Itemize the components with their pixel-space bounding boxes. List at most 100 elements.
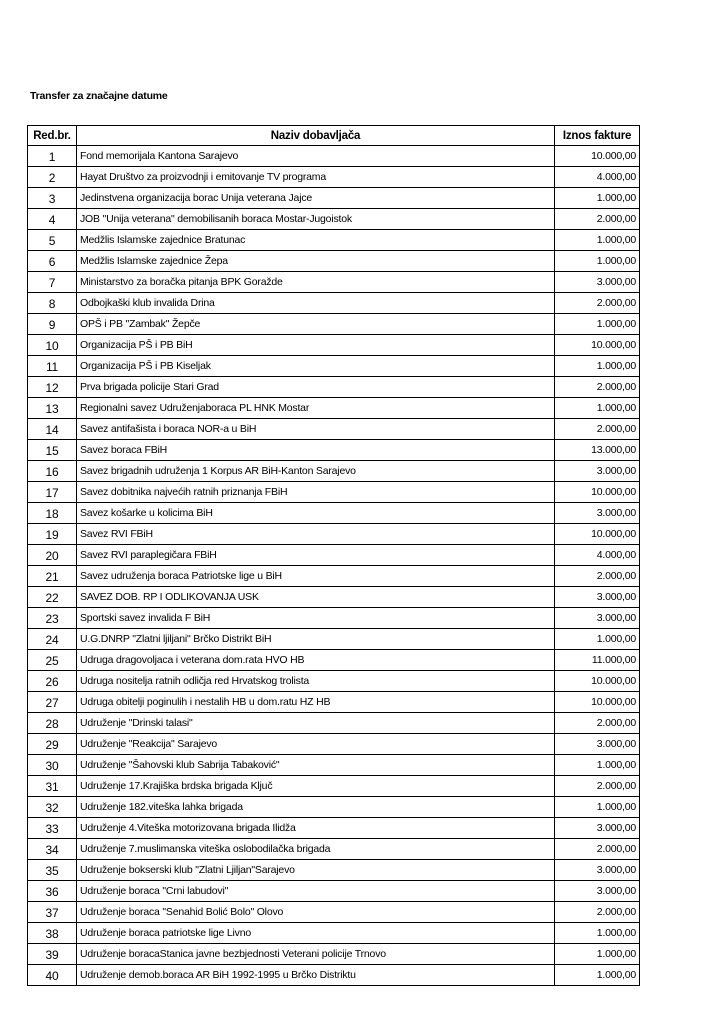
row-number: 6 [27, 250, 77, 272]
row-number: 34 [27, 838, 77, 860]
supplier-name: Udruga nositelja ratnih odličja red Hrva… [76, 670, 555, 692]
table-row: 10 Organizacija PŠ i PB BiH 10.000,00 [27, 334, 640, 356]
supplier-name: Savez RVI paraplegičara FBiH [76, 544, 555, 566]
invoice-amount: 10.000,00 [554, 670, 640, 692]
invoice-amount: 10.000,00 [554, 691, 640, 713]
supplier-name: Medžlis Islamske zajednice Žepa [76, 250, 555, 272]
invoice-amount: 3.000,00 [554, 733, 640, 755]
invoice-amount: 1.000,00 [554, 250, 640, 272]
row-number: 28 [27, 712, 77, 734]
row-number: 27 [27, 691, 77, 713]
table-row: 12 Prva brigada policije Stari Grad 2.000,… [27, 376, 640, 398]
row-number: 2 [27, 166, 77, 188]
supplier-name: Udruženje 182.viteška lahka brigada [76, 796, 555, 818]
supplier-name: Ministarstvo za boračka pitanja BPK Gora… [76, 271, 555, 293]
row-number: 8 [27, 292, 77, 314]
invoice-amount: 3.000,00 [554, 271, 640, 293]
supplier-name: Sportski savez invalida F BiH [76, 607, 555, 629]
table-row: 25 Udruga dragovoljaca i veterana dom.rat… [27, 649, 640, 671]
invoice-amount: 2.000,00 [554, 775, 640, 797]
supplier-name: Medžlis Islamske zajednice Bratunac [76, 229, 555, 251]
invoice-amount: 10.000,00 [554, 481, 640, 503]
row-number: 31 [27, 775, 77, 797]
row-number: 10 [27, 334, 77, 356]
invoice-amount: 1.000,00 [554, 313, 640, 335]
table-row: 39 Udruženje boracaStanica javne bezbjedn… [27, 943, 640, 965]
row-number: 23 [27, 607, 77, 629]
row-number: 20 [27, 544, 77, 566]
table-row: 6 Medžlis Islamske zajednice Žepa 1.000,00 [27, 250, 640, 272]
supplier-name: Hayat Društvo za proizvodnji i emitovanj… [76, 166, 555, 188]
table-row: 19 Savez RVI FBiH 10.000,00 [27, 523, 640, 545]
invoice-amount: 1.000,00 [554, 628, 640, 650]
row-number: 22 [27, 586, 77, 608]
supplier-name: Savez košarke u kolicima BiH [76, 502, 555, 524]
supplier-name: Udruženje "Šahovski klub Sabrija Tabakov… [76, 754, 555, 776]
invoice-amount: 1.000,00 [554, 796, 640, 818]
table-row: 16 Savez brigadnih udruženja 1 Korpus AR … [27, 460, 640, 482]
row-number: 9 [27, 313, 77, 335]
table-row: 21 Savez udruženja boraca Patriotske lige… [27, 565, 640, 587]
invoice-amount: 2.000,00 [554, 901, 640, 923]
header-invoice-amount: Iznos fakture [554, 125, 640, 146]
supplier-name: Udruženje 7.muslimanska viteška oslobodi… [76, 838, 555, 860]
invoice-amount: 13.000,00 [554, 439, 640, 461]
supplier-name: Savez antifašista i boraca NOR-a u BiH [76, 418, 555, 440]
table-row: 5 Medžlis Islamske zajednice Bratunac 1.00… [27, 229, 640, 251]
supplier-name: Savez dobitnika najvećih ratnih priznanj… [76, 481, 555, 503]
supplier-name: U.G.DNRP "Zlatni ljiljani" Brčko Distrik… [76, 628, 555, 650]
row-number: 11 [27, 355, 77, 377]
row-number: 19 [27, 523, 77, 545]
supplier-name: Udruga dragovoljaca i veterana dom.rata … [76, 649, 555, 671]
table-row: 13 Regionalni savez Udruženjaboraca PL HN… [27, 397, 640, 419]
row-number: 25 [27, 649, 77, 671]
row-number: 40 [27, 964, 77, 986]
supplier-name: Organizacija PŠ i PB BiH [76, 334, 555, 356]
supplier-name: Regionalni savez Udruženjaboraca PL HNK … [76, 397, 555, 419]
invoice-amount: 2.000,00 [554, 376, 640, 398]
invoice-amount: 3.000,00 [554, 817, 640, 839]
supplier-name: Prva brigada policije Stari Grad [76, 376, 555, 398]
row-number: 30 [27, 754, 77, 776]
table-row: 11 Organizacija PŠ i PB Kiseljak 1.000,00 [27, 355, 640, 377]
table-row: 1 Fond memorijala Kantona Sarajevo 10.000,… [27, 145, 640, 167]
supplier-name: Savez boraca FBiH [76, 439, 555, 461]
invoice-amount: 10.000,00 [554, 523, 640, 545]
row-number: 39 [27, 943, 77, 965]
invoice-amount: 2.000,00 [554, 565, 640, 587]
table-row: 31 Udruženje 17.Krajiška brdska brigada K… [27, 775, 640, 797]
invoice-amount: 1.000,00 [554, 943, 640, 965]
invoice-amount: 2.000,00 [554, 418, 640, 440]
supplier-name: Udruženje 17.Krajiška brdska brigada Klj… [76, 775, 555, 797]
supplier-name: Fond memorijala Kantona Sarajevo [76, 145, 555, 167]
row-number: 13 [27, 397, 77, 419]
invoice-amount: 1.000,00 [554, 397, 640, 419]
row-number: 15 [27, 439, 77, 461]
row-number: 17 [27, 481, 77, 503]
supplier-name: Savez udruženja boraca Patriotske lige u… [76, 565, 555, 587]
supplier-name: Udruženje 4.Viteška motorizovana brigada… [76, 817, 555, 839]
supplier-name: Odbojkaški klub invalida Drina [76, 292, 555, 314]
document-title: Transfer za značajne datume [30, 90, 168, 102]
supplier-name: Udruženje "Drinski talasi" [76, 712, 555, 734]
row-number: 4 [27, 208, 77, 230]
table-row: 34 Udruženje 7.muslimanska viteška oslobo… [27, 838, 640, 860]
row-number: 36 [27, 880, 77, 902]
table-row: 9 OPŠ i PB "Zambak" Žepče 1.000,00 [27, 313, 640, 335]
invoice-amount: 3.000,00 [554, 502, 640, 524]
row-number: 7 [27, 271, 77, 293]
row-number: 3 [27, 187, 77, 209]
table-row: 15 Savez boraca FBiH 13.000,00 [27, 439, 640, 461]
invoice-amount: 1.000,00 [554, 964, 640, 986]
supplier-name: Savez brigadnih udruženja 1 Korpus AR Bi… [76, 460, 555, 482]
table-row: 24 U.G.DNRP "Zlatni ljiljani" Brčko Distr… [27, 628, 640, 650]
table-header-row: Red.br. Naziv dobavljača Iznos fakture [27, 125, 640, 146]
invoice-amount: 2.000,00 [554, 208, 640, 230]
invoice-amount: 2.000,00 [554, 838, 640, 860]
invoice-amount: 1.000,00 [554, 355, 640, 377]
table-row: 33 Udruženje 4.Viteška motorizovana briga… [27, 817, 640, 839]
supplier-name: Savez RVI FBiH [76, 523, 555, 545]
table-row: 27 Udruga obitelji poginulih i nestalih H… [27, 691, 640, 713]
row-number: 32 [27, 796, 77, 818]
invoice-amount: 3.000,00 [554, 586, 640, 608]
